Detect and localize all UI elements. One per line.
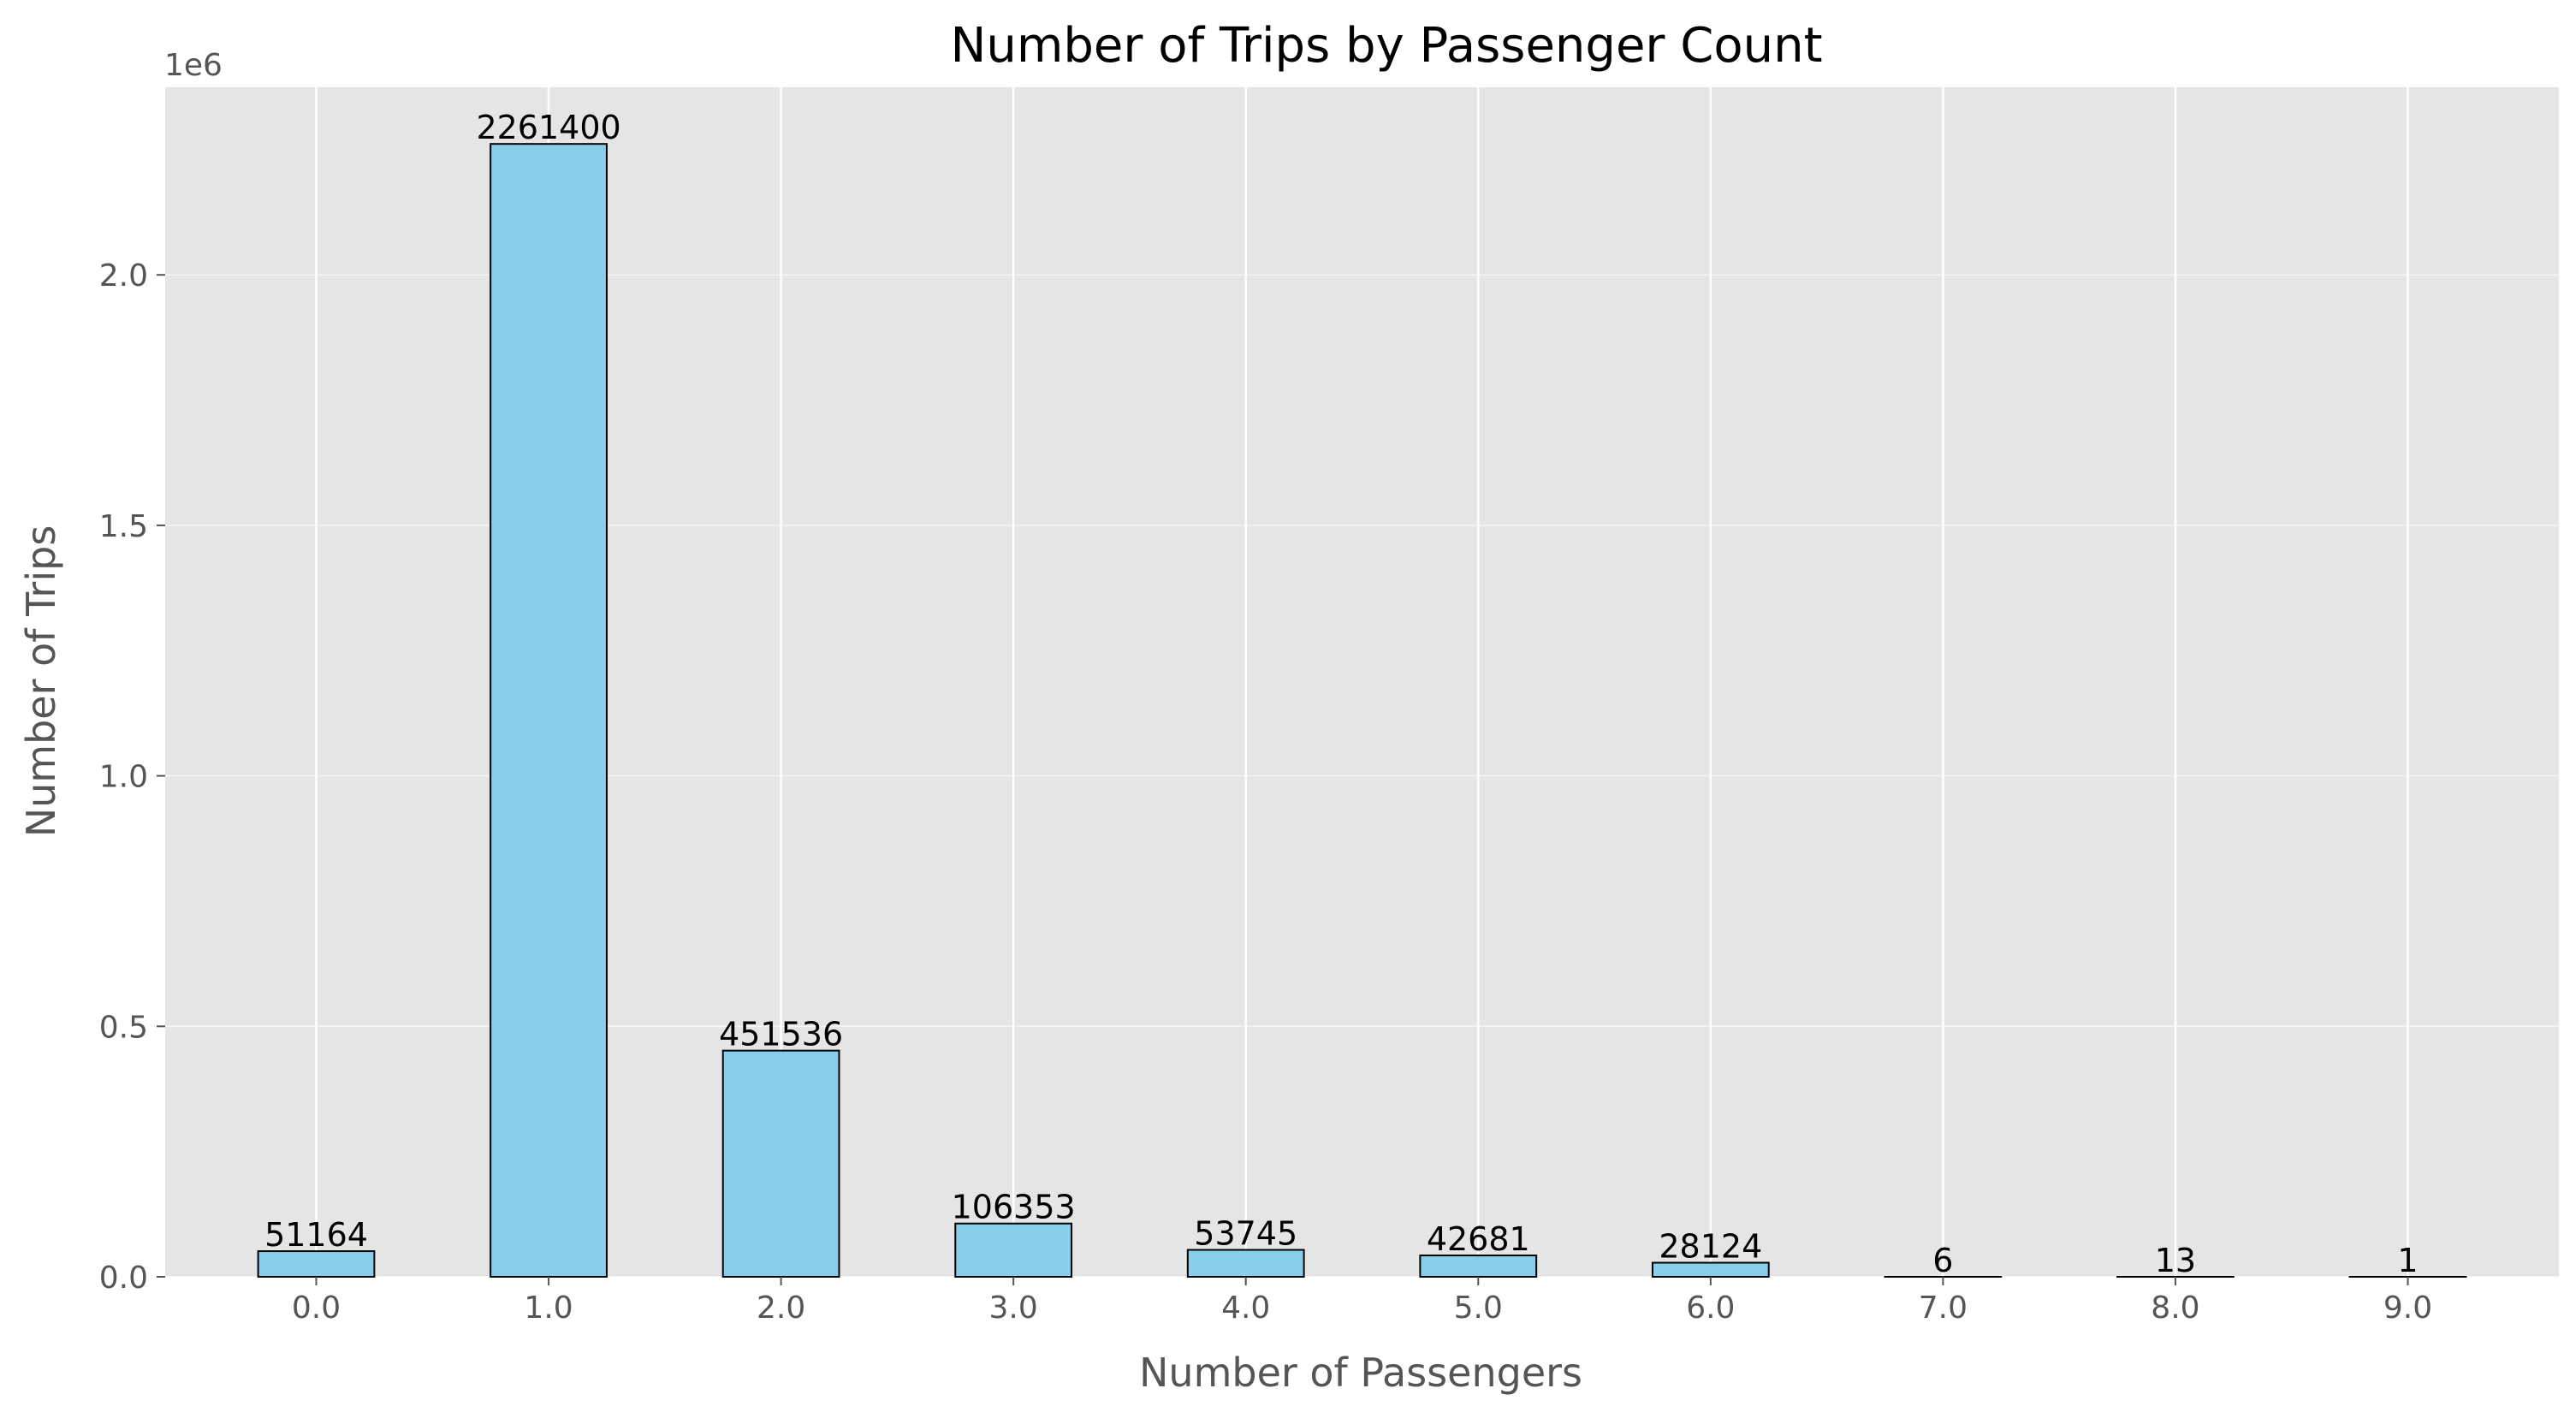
bar (955, 1224, 1071, 1277)
y-tick-label: 0.5 (99, 1010, 148, 1045)
y-tick-label: 0.0 (99, 1261, 148, 1296)
bar (1188, 1250, 1304, 1277)
bar-value-label: 6 (1932, 1242, 1953, 1279)
y-axis-label: Number of Trips (18, 525, 64, 838)
bar-value-label: 451536 (719, 1016, 843, 1053)
x-tick-label: 3.0 (989, 1290, 1038, 1326)
bar-value-label: 28124 (1659, 1228, 1762, 1266)
bar-value-label: 42681 (1427, 1220, 1530, 1258)
bar-value-label: 1 (2397, 1242, 2418, 1279)
bar-value-label: 106353 (952, 1189, 1076, 1226)
x-tick-label: 4.0 (1221, 1290, 1270, 1326)
x-tick-label: 1.0 (524, 1290, 573, 1326)
bar-value-label: 53745 (1194, 1215, 1297, 1253)
y-tick-label: 1.0 (99, 760, 148, 795)
y-tick-label: 1.5 (99, 509, 148, 544)
y-axis-offset-label: 1e6 (164, 48, 223, 83)
bar-value-label: 13 (2155, 1242, 2196, 1279)
x-tick-label: 0.0 (292, 1290, 341, 1326)
bar-value-label: 51164 (264, 1216, 368, 1254)
x-tick-label: 2.0 (757, 1290, 805, 1326)
bar (490, 144, 607, 1277)
x-tick-label: 7.0 (1919, 1290, 1968, 1326)
bar (1420, 1255, 1536, 1277)
x-tick-label: 5.0 (1454, 1290, 1503, 1326)
x-tick-label: 8.0 (2151, 1290, 2199, 1326)
bar-value-label: 2261400 (476, 109, 620, 146)
x-axis-label: Number of Passengers (1139, 1350, 1582, 1396)
x-tick-label: 6.0 (1686, 1290, 1735, 1326)
x-tick-label: 9.0 (2383, 1290, 2432, 1326)
bar (723, 1051, 840, 1277)
bar (258, 1251, 375, 1277)
chart-title: Number of Trips by Passenger Count (950, 18, 1822, 74)
y-tick-label: 2.0 (99, 258, 148, 294)
